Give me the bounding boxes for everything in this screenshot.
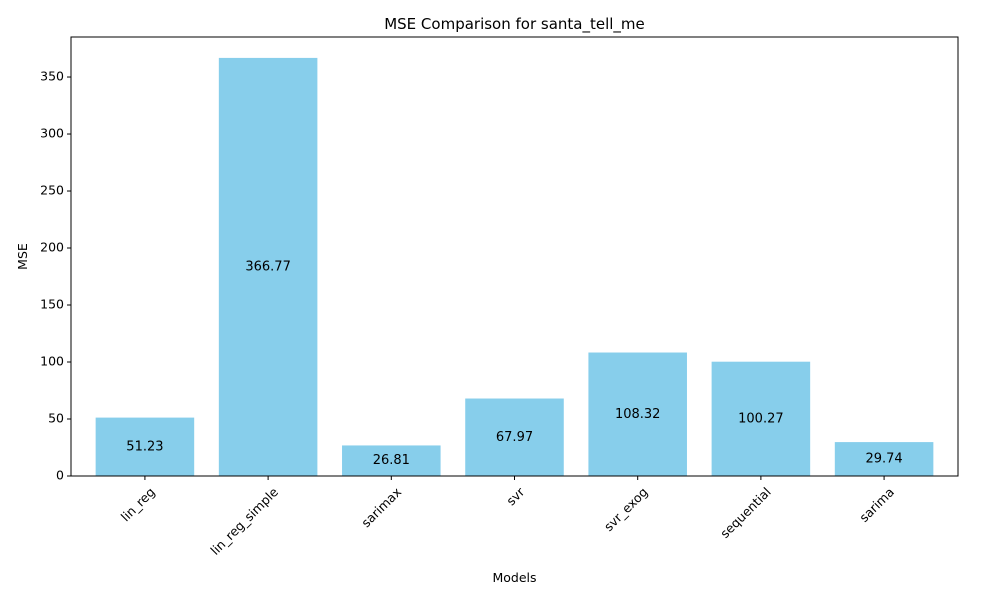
- y-tick-label: 200: [40, 240, 64, 255]
- x-tick-label-sequential: sequential: [717, 484, 774, 541]
- bar-lin_reg: [95, 417, 195, 476]
- x-axis-label: Models: [492, 570, 536, 585]
- bar-lin_reg_simple: [218, 57, 318, 476]
- x-tick-label-svr: svr: [503, 484, 528, 509]
- y-tick-label: 250: [40, 183, 64, 198]
- x-tick-label-sarima: sarima: [856, 484, 897, 525]
- bar-svr_exog: [588, 352, 687, 476]
- x-tick-label-sarimax: sarimax: [358, 484, 404, 530]
- x-tick-label-lin_reg_simple: lin_reg_simple: [207, 484, 281, 558]
- y-tick-label: 300: [40, 126, 64, 141]
- y-tick-label: 350: [40, 69, 64, 84]
- data-label-sarimax: 26.81: [373, 453, 410, 468]
- x-axis-ticks: lin_reg lin_reg_simple sarimax svr svr_exog s…: [118, 476, 897, 558]
- y-tick-label: 100: [40, 354, 64, 369]
- y-axis-ticks: 0 50 100 150 200 250 300 350: [40, 69, 71, 483]
- chart-title: MSE Comparison for santa_tell_me: [384, 15, 645, 34]
- data-labels-layer: 51.23 366.77 26.81 67.97 108.32 100.27 29.74: [126, 259, 902, 468]
- y-axis-label: MSE: [15, 243, 30, 270]
- data-label-lin_reg: 51.23: [126, 439, 163, 454]
- y-tick-label: 0: [56, 468, 64, 483]
- y-tick-label: 50: [48, 411, 64, 426]
- data-label-svr: 67.97: [496, 430, 533, 445]
- x-tick-label-svr_exog: svr_exog: [601, 484, 651, 534]
- bar-sarimax: [342, 445, 441, 476]
- bar-sequential: [711, 361, 811, 476]
- bars-layer: [95, 57, 934, 476]
- data-label-sarima: 29.74: [865, 452, 902, 467]
- y-tick-label: 150: [40, 297, 64, 312]
- data-label-svr_exog: 108.32: [615, 407, 661, 422]
- x-tick-label-lin_reg: lin_reg: [118, 484, 158, 524]
- bar-sarima: [834, 442, 934, 476]
- data-label-lin_reg_simple: 366.77: [245, 259, 291, 274]
- data-label-sequential: 100.27: [738, 411, 784, 426]
- bar-svr: [465, 398, 564, 476]
